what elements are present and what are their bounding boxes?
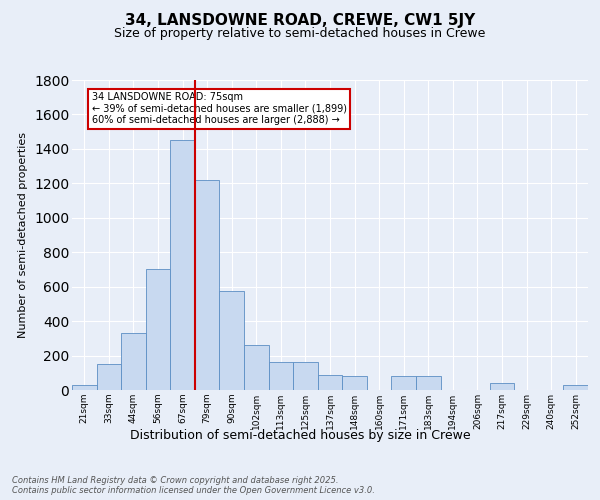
Bar <box>318 376 342 390</box>
Text: 34, LANSDOWNE ROAD, CREWE, CW1 5JY: 34, LANSDOWNE ROAD, CREWE, CW1 5JY <box>125 12 475 28</box>
Bar <box>342 376 367 390</box>
Bar <box>416 376 440 390</box>
Bar <box>72 385 97 390</box>
Bar <box>170 140 195 390</box>
Bar <box>195 180 220 390</box>
Text: 34 LANSDOWNE ROAD: 75sqm
← 39% of semi-detached houses are smaller (1,899)
60% o: 34 LANSDOWNE ROAD: 75sqm ← 39% of semi-d… <box>92 92 347 126</box>
Bar <box>121 333 146 390</box>
Bar <box>97 364 121 390</box>
Bar <box>146 270 170 390</box>
Y-axis label: Number of semi-detached properties: Number of semi-detached properties <box>19 132 28 338</box>
Bar <box>391 376 416 390</box>
Text: Contains HM Land Registry data © Crown copyright and database right 2025.
Contai: Contains HM Land Registry data © Crown c… <box>12 476 375 495</box>
Text: Size of property relative to semi-detached houses in Crewe: Size of property relative to semi-detach… <box>115 28 485 40</box>
Bar <box>244 345 269 390</box>
Text: Distribution of semi-detached houses by size in Crewe: Distribution of semi-detached houses by … <box>130 428 470 442</box>
Bar <box>269 362 293 390</box>
Bar <box>563 385 588 390</box>
Bar <box>490 383 514 390</box>
Bar <box>220 291 244 390</box>
Bar <box>293 362 318 390</box>
